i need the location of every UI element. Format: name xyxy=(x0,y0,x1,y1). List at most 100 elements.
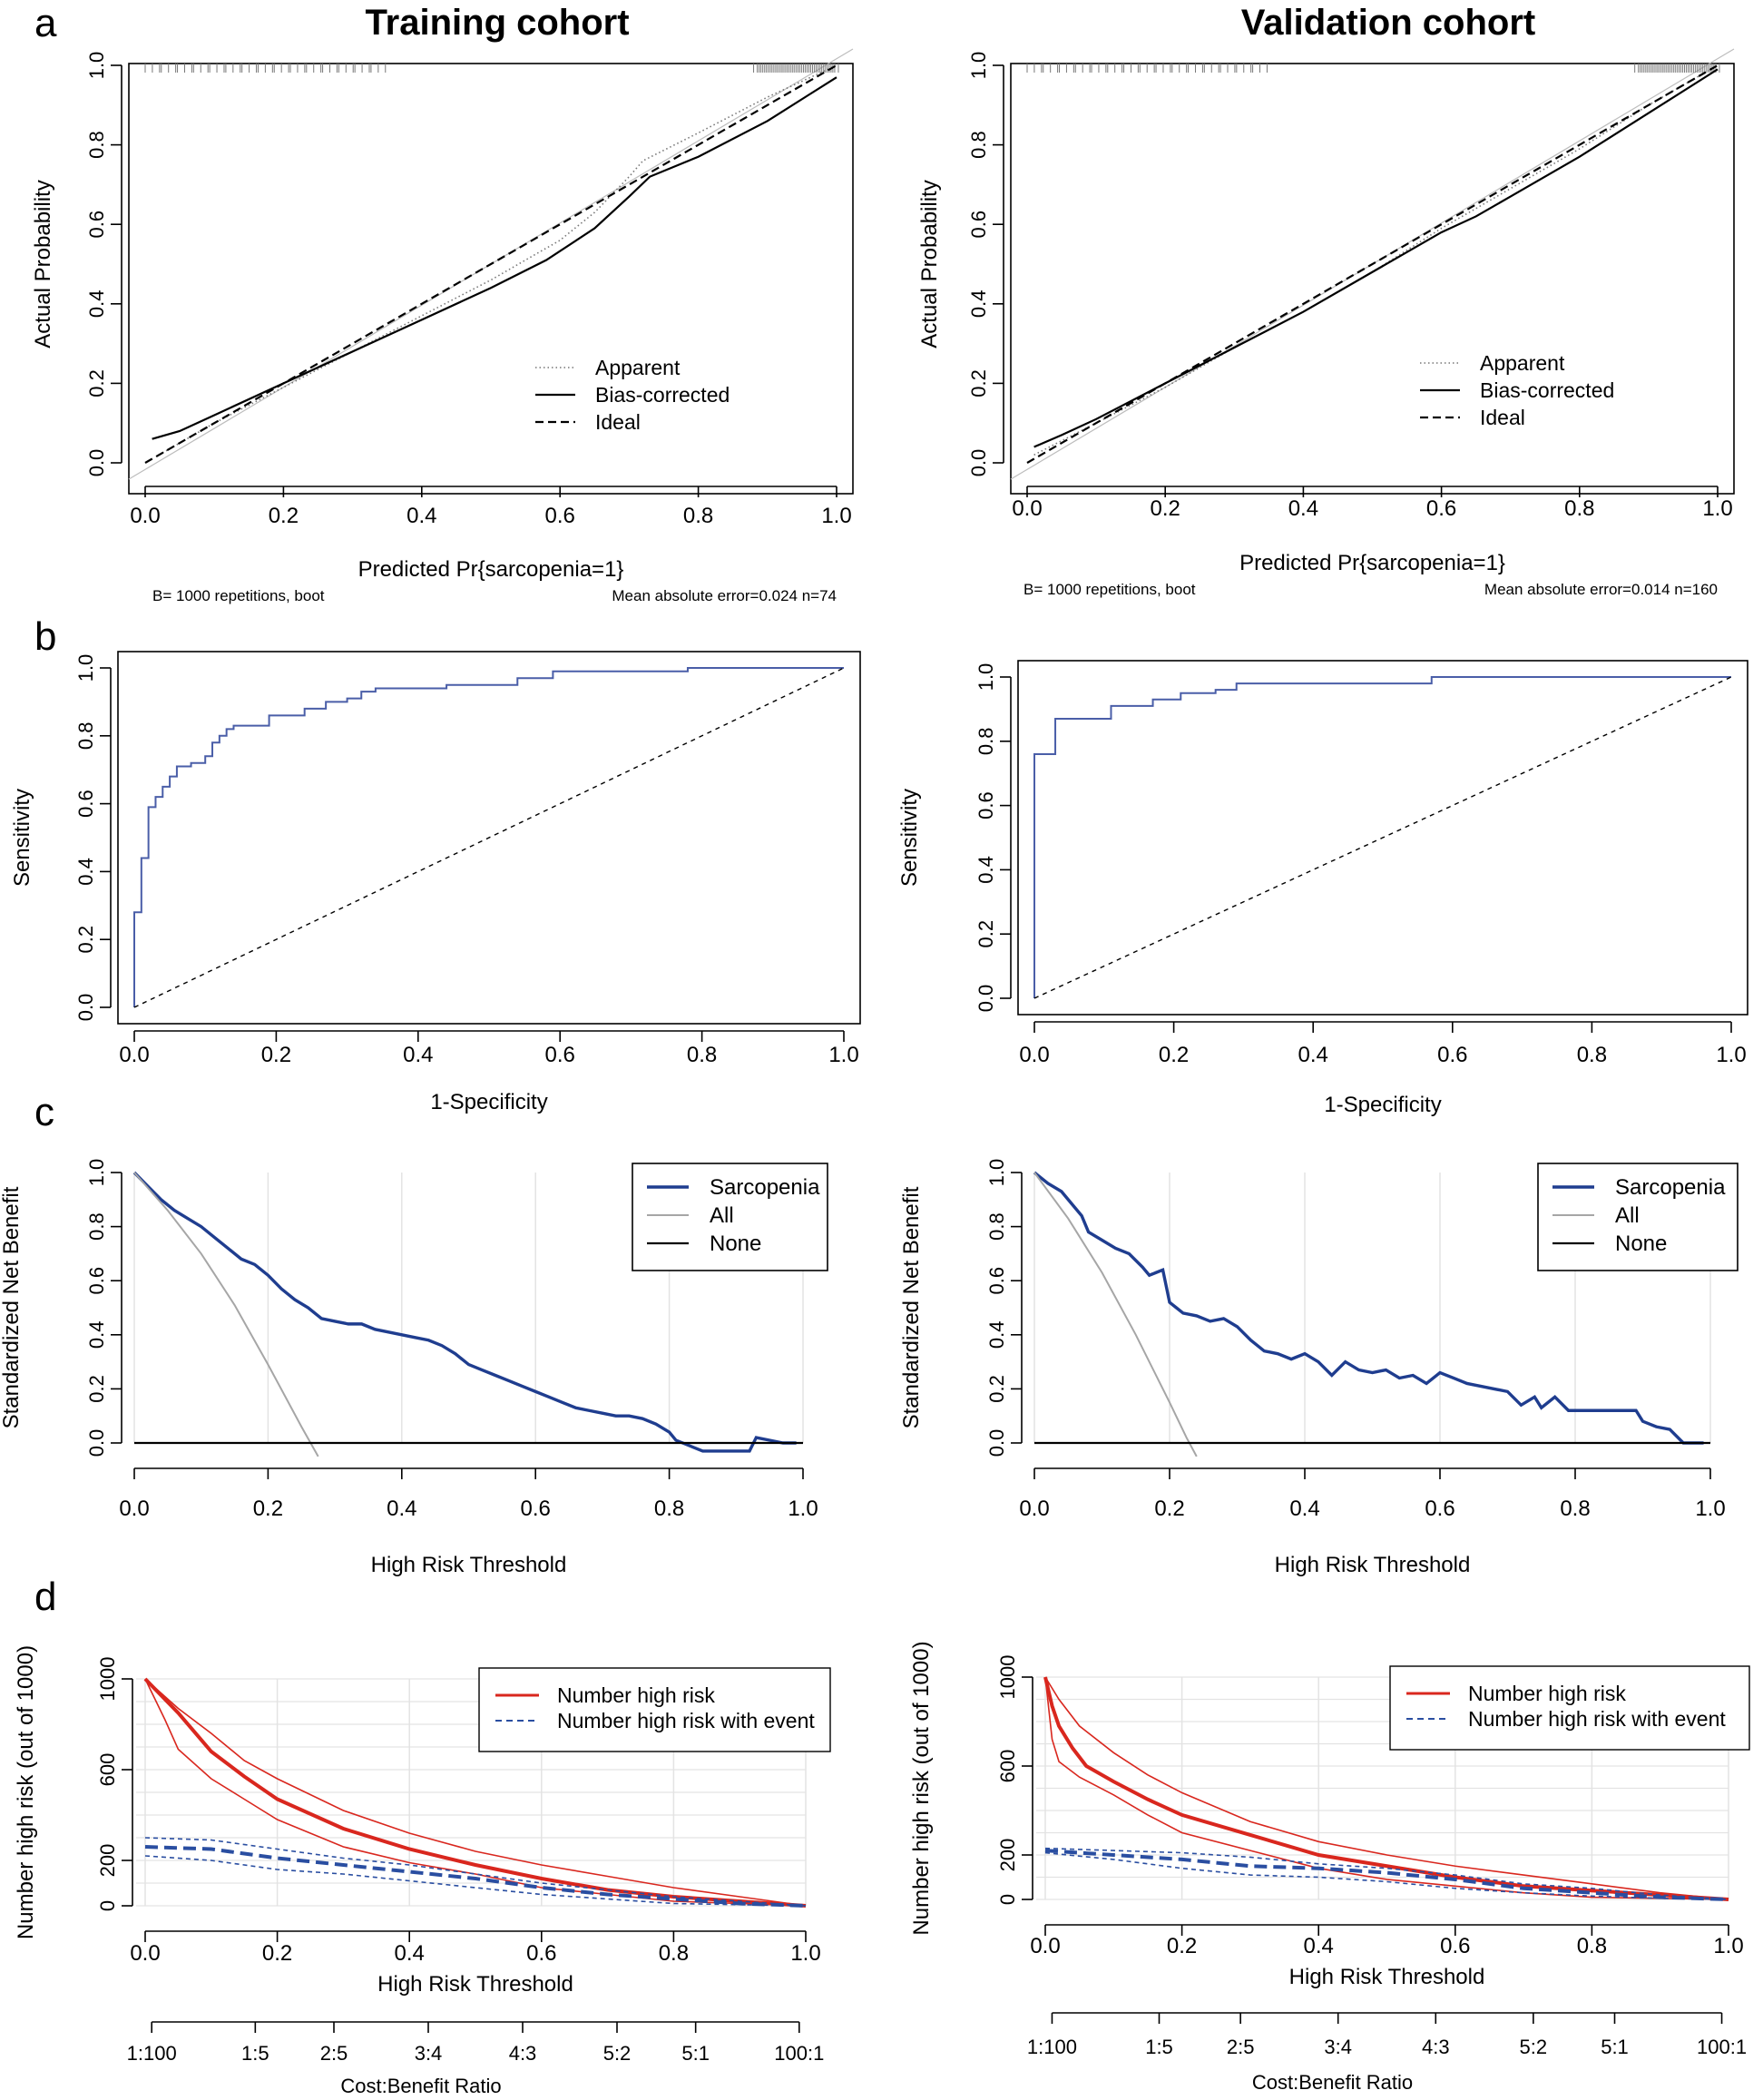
x-tick-label: 0.8 xyxy=(687,1043,717,1067)
panel-letter-c: c xyxy=(34,1090,54,1134)
cost-benefit-tick-label: 1:5 xyxy=(1145,2036,1173,2058)
y-tick-label: 200 xyxy=(96,1844,119,1878)
x-tick-label: 0.8 xyxy=(654,1496,684,1521)
footer-left-text: B= 1000 repetitions, boot xyxy=(152,587,325,604)
x-tick-label: 0.8 xyxy=(1577,1934,1607,1958)
y-tick-label: 0.8 xyxy=(85,131,108,159)
x-tick-label: 1.0 xyxy=(790,1941,820,1966)
cost-benefit-tick-label: 1:5 xyxy=(241,2042,269,2065)
chart-b-val: 0.0 0.2 0.4 0.6 0.8 1.0 0.0 0.2 0.4 0.6 0.8 1.0 1-Sp… xyxy=(897,660,1748,1117)
legend-label: All xyxy=(1615,1203,1640,1228)
series-group xyxy=(1033,1171,1710,1457)
y-tick-label: 1.0 xyxy=(74,654,97,682)
x-tick-label: 0.6 xyxy=(526,1941,556,1966)
x-tick-label: 1.0 xyxy=(1702,496,1732,521)
x-tick-label: 0.0 xyxy=(119,1496,149,1521)
cost-benefit-tick-label: 100:1 xyxy=(774,2042,824,2065)
series-line-all xyxy=(1033,1172,1198,1457)
y-tick-label: 0.6 xyxy=(967,211,990,239)
y-tick-label: 1.0 xyxy=(985,1159,1008,1187)
y-tick-label: 1.0 xyxy=(85,1159,108,1187)
series-line-roc xyxy=(1033,676,1731,998)
x-tick-label: 0.4 xyxy=(395,1941,425,1966)
footer-left-text: B= 1000 repetitions, boot xyxy=(1024,581,1196,598)
series-line-reference xyxy=(133,667,845,1008)
x-tick-label: 1.0 xyxy=(1713,1934,1743,1958)
chart-a-train: 0.0 0.2 0.4 0.6 0.8 1.0 0.0 0.2 0.4 0.6 0.8 1.0 Pred… xyxy=(31,48,854,604)
cost-benefit-tick-label: 4:3 xyxy=(1422,2036,1450,2058)
series-line-bias-corrected xyxy=(152,76,837,440)
legend-label: Sarcopenia xyxy=(1615,1175,1726,1200)
x-tick-label: 0.4 xyxy=(387,1496,416,1521)
legend-label: Bias-corrected xyxy=(1480,378,1614,402)
x-tick-label: 0.2 xyxy=(269,504,299,528)
x-tick-label: 0.4 xyxy=(1298,1043,1328,1067)
x-axis-label: High Risk Threshold xyxy=(377,1972,573,1997)
x-tick-label: 0.8 xyxy=(683,504,713,528)
y-axis-label: Actual Probability xyxy=(917,180,942,348)
x-tick-label: 0.2 xyxy=(1154,1496,1184,1521)
x-tick-label: 0.0 xyxy=(1030,1934,1060,1958)
y-tick-label: 0.0 xyxy=(975,985,997,1013)
y-tick-label: 0.8 xyxy=(985,1212,1008,1241)
chart-a-val: 0.0 0.2 0.4 0.6 0.8 1.0 0.0 0.2 0.4 0.6 0.8 1.0 Pred… xyxy=(917,48,1735,598)
x-tick-label: 0.6 xyxy=(1437,1043,1467,1067)
y-tick-label: 0.0 xyxy=(85,449,108,477)
legend-label: Number high risk xyxy=(1468,1682,1626,1705)
cost-benefit-label: Cost:Benefit Ratio xyxy=(340,2075,501,2097)
x-tick-label: 0.4 xyxy=(1288,496,1318,521)
x-tick-label: 0.2 xyxy=(261,1043,291,1067)
series-line-roc xyxy=(133,667,844,1007)
x-tick-label: 0.6 xyxy=(1426,496,1456,521)
x-tick-label: 1.0 xyxy=(1695,1496,1725,1521)
y-tick-label: 0.4 xyxy=(985,1321,1008,1349)
cost-benefit-tick-label: 5:2 xyxy=(1520,2036,1548,2058)
y-tick-label: 0 xyxy=(96,1900,119,1911)
series-line-number-high-risk xyxy=(1043,1676,1729,1901)
x-tick-label: 0.2 xyxy=(1167,1934,1197,1958)
legend-box xyxy=(1389,1665,1750,1751)
chart-c-val: 0.0 0.2 0.4 0.6 0.8 1.0 0.0 0.2 0.4 0.6 0.8 1.0 High… xyxy=(899,1159,1739,1577)
y-tick-label: 0.4 xyxy=(967,290,990,319)
cost-benefit-tick-label: 5:1 xyxy=(681,2042,710,2065)
panel-letter-b: b xyxy=(34,614,56,659)
panel-letter-d: d xyxy=(34,1575,56,1619)
y-tick-label: 1.0 xyxy=(975,663,997,692)
x-tick-label: 0.4 xyxy=(406,504,436,528)
y-axis-label: Number high risk (out of 1000) xyxy=(909,1641,934,1935)
x-tick-label: 0.2 xyxy=(1159,1043,1189,1067)
series-line-bias-corrected xyxy=(1033,68,1719,448)
y-tick-label: 1.0 xyxy=(85,52,108,80)
x-axis-label: Predicted Pr{sarcopenia=1} xyxy=(1239,551,1505,575)
series-line-number-high-risk-upper xyxy=(144,1678,807,1907)
series-group xyxy=(1026,64,1719,464)
chart-c-train: 0.0 0.2 0.4 0.6 0.8 1.0 0.0 0.2 0.4 0.6 0.8 1.0 High… xyxy=(0,1159,828,1577)
y-tick-label: 0.6 xyxy=(975,791,997,819)
y-tick-label: 0.4 xyxy=(85,1321,108,1349)
cost-benefit-tick-label: 2:5 xyxy=(1227,2036,1255,2058)
y-tick-label: 0.6 xyxy=(85,211,108,239)
legend-label: All xyxy=(710,1203,734,1228)
column-title-validation: Validation cohort xyxy=(1241,3,1535,43)
legend-label: Ideal xyxy=(595,410,641,434)
cost-benefit-tick-label: 3:4 xyxy=(1324,2036,1352,2058)
cost-benefit-tick-label: 5:1 xyxy=(1601,2036,1629,2058)
y-tick-label: 0.2 xyxy=(975,920,997,948)
series-line-number-high-risk xyxy=(143,1677,807,1908)
y-axis-label: Sensitivity xyxy=(10,789,34,887)
y-axis-label: Sensitivity xyxy=(897,789,922,887)
series-group xyxy=(143,1677,807,1908)
x-tick-label: 1.0 xyxy=(821,504,851,528)
legend-box xyxy=(1537,1163,1739,1271)
y-axis-label: Standardized Net Benefit xyxy=(0,1186,24,1428)
series-line-reference xyxy=(1033,676,1732,999)
y-tick-label: 0.6 xyxy=(85,1267,108,1295)
x-tick-label: 0.8 xyxy=(1577,1043,1607,1067)
x-tick-label: 1.0 xyxy=(1716,1043,1746,1067)
cost-benefit-tick-label: 1:100 xyxy=(127,2042,177,2065)
plot-frame xyxy=(128,63,854,495)
x-tick-label: 0.2 xyxy=(253,1496,283,1521)
legend-label: Ideal xyxy=(1480,406,1525,429)
cost-benefit-tick-label: 2:5 xyxy=(320,2042,348,2065)
y-tick-label: 0.0 xyxy=(74,994,97,1022)
